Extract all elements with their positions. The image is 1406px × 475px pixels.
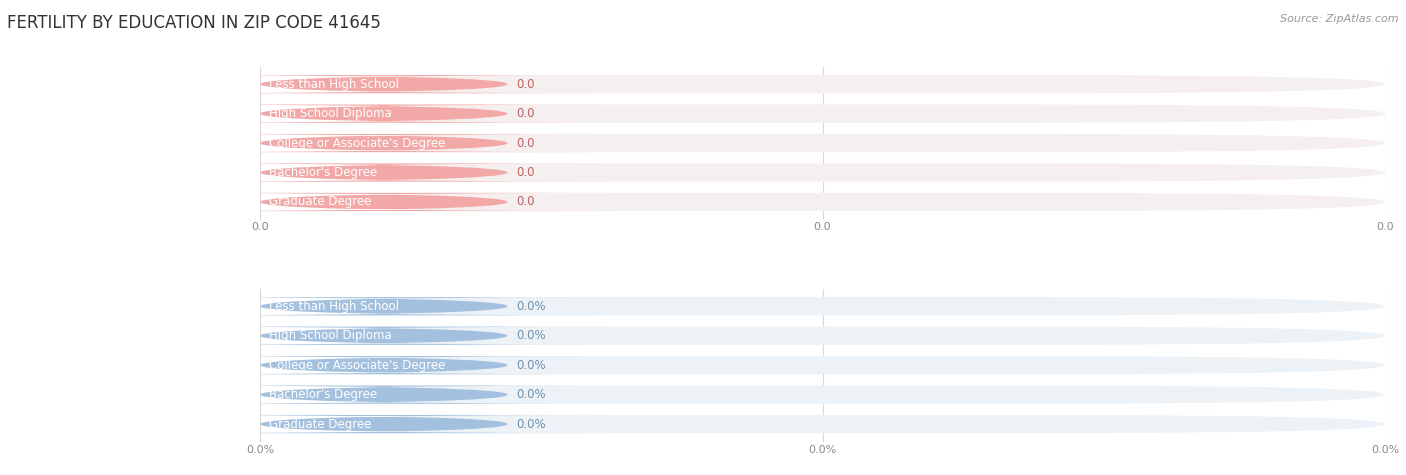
FancyBboxPatch shape xyxy=(260,163,1385,181)
Text: College or Associate's Degree: College or Associate's Degree xyxy=(269,137,446,150)
FancyBboxPatch shape xyxy=(159,297,609,315)
FancyBboxPatch shape xyxy=(159,134,609,152)
Text: High School Diploma: High School Diploma xyxy=(269,329,392,342)
FancyBboxPatch shape xyxy=(159,356,609,374)
FancyBboxPatch shape xyxy=(159,386,609,404)
FancyBboxPatch shape xyxy=(260,327,1385,345)
FancyBboxPatch shape xyxy=(260,356,1385,374)
Text: Source: ZipAtlas.com: Source: ZipAtlas.com xyxy=(1281,14,1399,24)
FancyBboxPatch shape xyxy=(159,75,609,93)
Text: 0.0%: 0.0% xyxy=(516,359,546,371)
FancyBboxPatch shape xyxy=(159,163,609,181)
FancyBboxPatch shape xyxy=(260,386,1385,404)
Text: 0.0: 0.0 xyxy=(516,137,536,150)
Text: 0.0%: 0.0% xyxy=(516,388,546,401)
FancyBboxPatch shape xyxy=(260,104,1385,123)
Text: 0.0%: 0.0% xyxy=(516,329,546,342)
Text: Graduate Degree: Graduate Degree xyxy=(269,196,371,209)
FancyBboxPatch shape xyxy=(159,327,609,345)
Text: Bachelor's Degree: Bachelor's Degree xyxy=(269,166,377,179)
Text: 0.0: 0.0 xyxy=(516,166,536,179)
Text: High School Diploma: High School Diploma xyxy=(269,107,392,120)
Text: FERTILITY BY EDUCATION IN ZIP CODE 41645: FERTILITY BY EDUCATION IN ZIP CODE 41645 xyxy=(7,14,381,32)
Text: 0.0%: 0.0% xyxy=(516,418,546,430)
Text: 0.0%: 0.0% xyxy=(516,300,546,313)
FancyBboxPatch shape xyxy=(260,75,1385,93)
FancyBboxPatch shape xyxy=(260,297,1385,315)
Text: Graduate Degree: Graduate Degree xyxy=(269,418,371,430)
FancyBboxPatch shape xyxy=(159,415,609,433)
Text: College or Associate's Degree: College or Associate's Degree xyxy=(269,359,446,371)
Text: Less than High School: Less than High School xyxy=(269,300,399,313)
FancyBboxPatch shape xyxy=(159,193,609,211)
FancyBboxPatch shape xyxy=(260,415,1385,433)
Text: Less than High School: Less than High School xyxy=(269,78,399,91)
Text: 0.0: 0.0 xyxy=(516,196,536,209)
FancyBboxPatch shape xyxy=(260,193,1385,211)
FancyBboxPatch shape xyxy=(159,104,609,123)
Text: Bachelor's Degree: Bachelor's Degree xyxy=(269,388,377,401)
FancyBboxPatch shape xyxy=(260,134,1385,152)
Text: 0.0: 0.0 xyxy=(516,107,536,120)
Text: 0.0: 0.0 xyxy=(516,78,536,91)
